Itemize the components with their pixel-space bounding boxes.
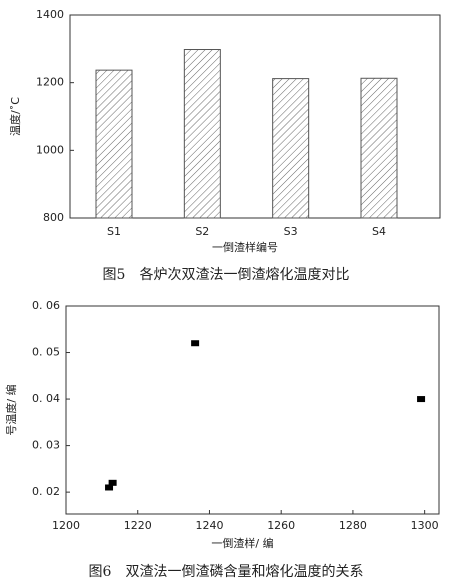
y-tick-label: 0. 04 (32, 392, 60, 405)
y-tick-label: 0. 06 (32, 299, 60, 312)
x-tick-label: 1240 (195, 519, 223, 532)
x-tick-label: 1260 (267, 519, 295, 532)
x-tick-label: 1220 (124, 519, 152, 532)
x-tick-label: S3 (284, 225, 298, 238)
bar (272, 78, 310, 219)
y-tick-label: 1400 (36, 8, 64, 21)
point (108, 479, 117, 486)
bar (360, 77, 398, 219)
point (105, 484, 114, 491)
point (191, 340, 200, 347)
x-axis-label: 一倒渣样编号 (212, 240, 278, 254)
bar (95, 69, 133, 219)
y-tick-label: 800 (43, 211, 64, 224)
y-tick-label: 0. 02 (32, 485, 60, 498)
plot-frame (65, 305, 440, 515)
x-tick-label: S1 (107, 225, 121, 238)
y-axis-label: 温度/˚C (8, 97, 22, 136)
y-tick-label: 1000 (36, 143, 64, 156)
x-tick-label: 1300 (411, 519, 439, 532)
y-axis-label: 号温度/ 编 (4, 384, 18, 435)
chart-title: 图6 双渣法一倒渣磷含量和熔化温度的关系 (89, 564, 364, 580)
plot-frame (69, 14, 441, 219)
x-tick-label: S4 (372, 225, 386, 238)
x-tick-label: 1280 (339, 519, 367, 532)
point (417, 396, 426, 403)
y-tick-label: 0. 05 (32, 346, 60, 359)
x-tick-label: S2 (195, 225, 209, 238)
chart-title: 图5 各炉次双渣法一倒渣熔化温度对比 (103, 267, 350, 283)
x-tick-label: 1200 (52, 519, 80, 532)
bar (183, 49, 221, 219)
y-tick-label: 1200 (36, 76, 64, 89)
y-tick-label: 0. 03 (32, 439, 60, 452)
x-axis-label: 一倒渣样/ 编 (211, 536, 273, 550)
